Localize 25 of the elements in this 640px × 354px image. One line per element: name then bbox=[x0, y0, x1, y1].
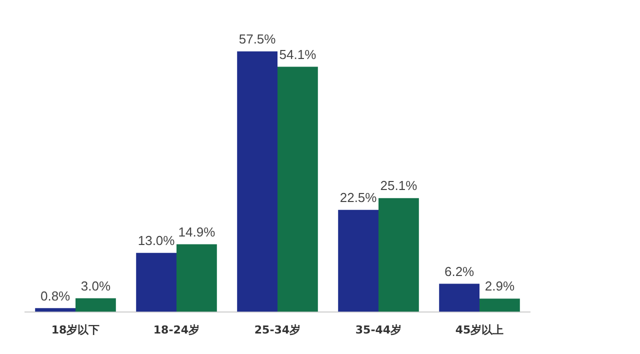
data-label: 13.0% bbox=[138, 232, 176, 248]
bar bbox=[439, 284, 480, 312]
bar bbox=[176, 244, 217, 312]
data-label: 14.9% bbox=[178, 224, 216, 240]
x-tick-label: 25-34岁 bbox=[254, 323, 301, 336]
data-label: 54.1% bbox=[279, 46, 317, 62]
bar bbox=[378, 198, 419, 312]
bar bbox=[237, 51, 278, 312]
x-tick-label: 18岁以下 bbox=[51, 323, 100, 336]
bar bbox=[35, 308, 76, 312]
data-label: 57.5% bbox=[238, 31, 276, 46]
bar bbox=[76, 298, 116, 312]
bar bbox=[278, 66, 318, 312]
bar bbox=[338, 210, 378, 312]
x-tick-label: 18-24岁 bbox=[153, 323, 200, 336]
bar bbox=[480, 298, 520, 312]
data-label: 25.1% bbox=[380, 178, 418, 194]
data-label: 3.0% bbox=[80, 278, 111, 294]
bar bbox=[136, 252, 176, 312]
data-label: 22.5% bbox=[340, 190, 378, 205]
x-tick-label: 45岁以上 bbox=[455, 323, 504, 336]
data-label: 0.8% bbox=[40, 288, 71, 304]
x-tick-label: 35-44岁 bbox=[355, 323, 402, 336]
data-label: 6.2% bbox=[444, 264, 475, 279]
data-label: 2.9% bbox=[484, 278, 515, 294]
